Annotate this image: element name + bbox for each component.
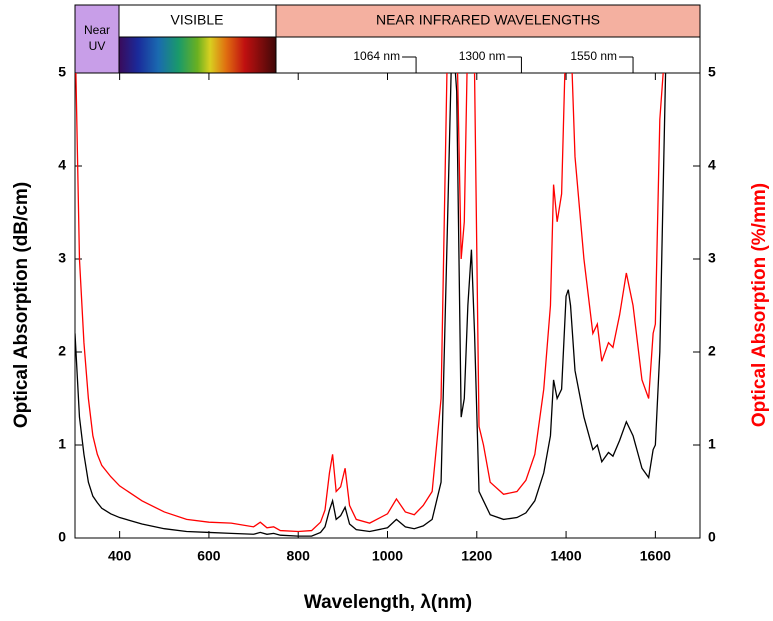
y2-tick-label: 2 <box>708 343 716 359</box>
x-axis-title: Wavelength, λ(nm) <box>304 592 472 613</box>
x-tick-label: 1600 <box>640 548 671 564</box>
y2-tick-label: 5 <box>708 64 716 80</box>
plot-frame <box>74 72 701 539</box>
visible-label: VISIBLE <box>171 12 224 28</box>
near-uv-label: Near <box>84 23 110 37</box>
nir-band <box>275 4 701 38</box>
marker-label: 1300 nm <box>459 49 506 63</box>
y2-tick-label: 1 <box>708 436 716 452</box>
visible-band <box>118 4 277 38</box>
near-uv-band <box>74 4 120 74</box>
x-tick-label: 400 <box>108 548 132 564</box>
x-tick-label: 1400 <box>550 548 581 564</box>
x-tick-label: 800 <box>287 548 311 564</box>
y2-axis-title: Optical Absorption (%/mm) <box>749 183 770 427</box>
series-line <box>75 73 664 533</box>
y-tick-label: 4 <box>58 157 66 173</box>
y2-tick-label: 3 <box>708 250 716 266</box>
y-axis-title: Optical Absorption (dB/cm) <box>11 182 32 428</box>
y-tick-label: 5 <box>58 64 66 80</box>
y2-tick-label: 0 <box>708 529 716 545</box>
marker-label: 1064 nm <box>353 49 400 63</box>
x-tick-label: 1000 <box>372 548 403 564</box>
near-uv-label: UV <box>89 39 106 53</box>
nir-marker-area <box>275 36 701 74</box>
marker-label: 1550 nm <box>570 49 617 63</box>
spectrum <box>118 36 277 74</box>
y-tick-label: 1 <box>58 436 66 452</box>
nir-label: NEAR INFRARED WAVELENGTHS <box>376 12 600 28</box>
y2-tick-label: 4 <box>708 157 716 173</box>
y-tick-label: 3 <box>58 250 66 266</box>
x-tick-label: 600 <box>197 548 221 564</box>
plot-area <box>75 73 667 537</box>
x-tick-label: 1200 <box>461 548 492 564</box>
y-tick-label: 0 <box>58 529 66 545</box>
y-tick-label: 2 <box>58 343 66 359</box>
series-line <box>75 73 667 537</box>
